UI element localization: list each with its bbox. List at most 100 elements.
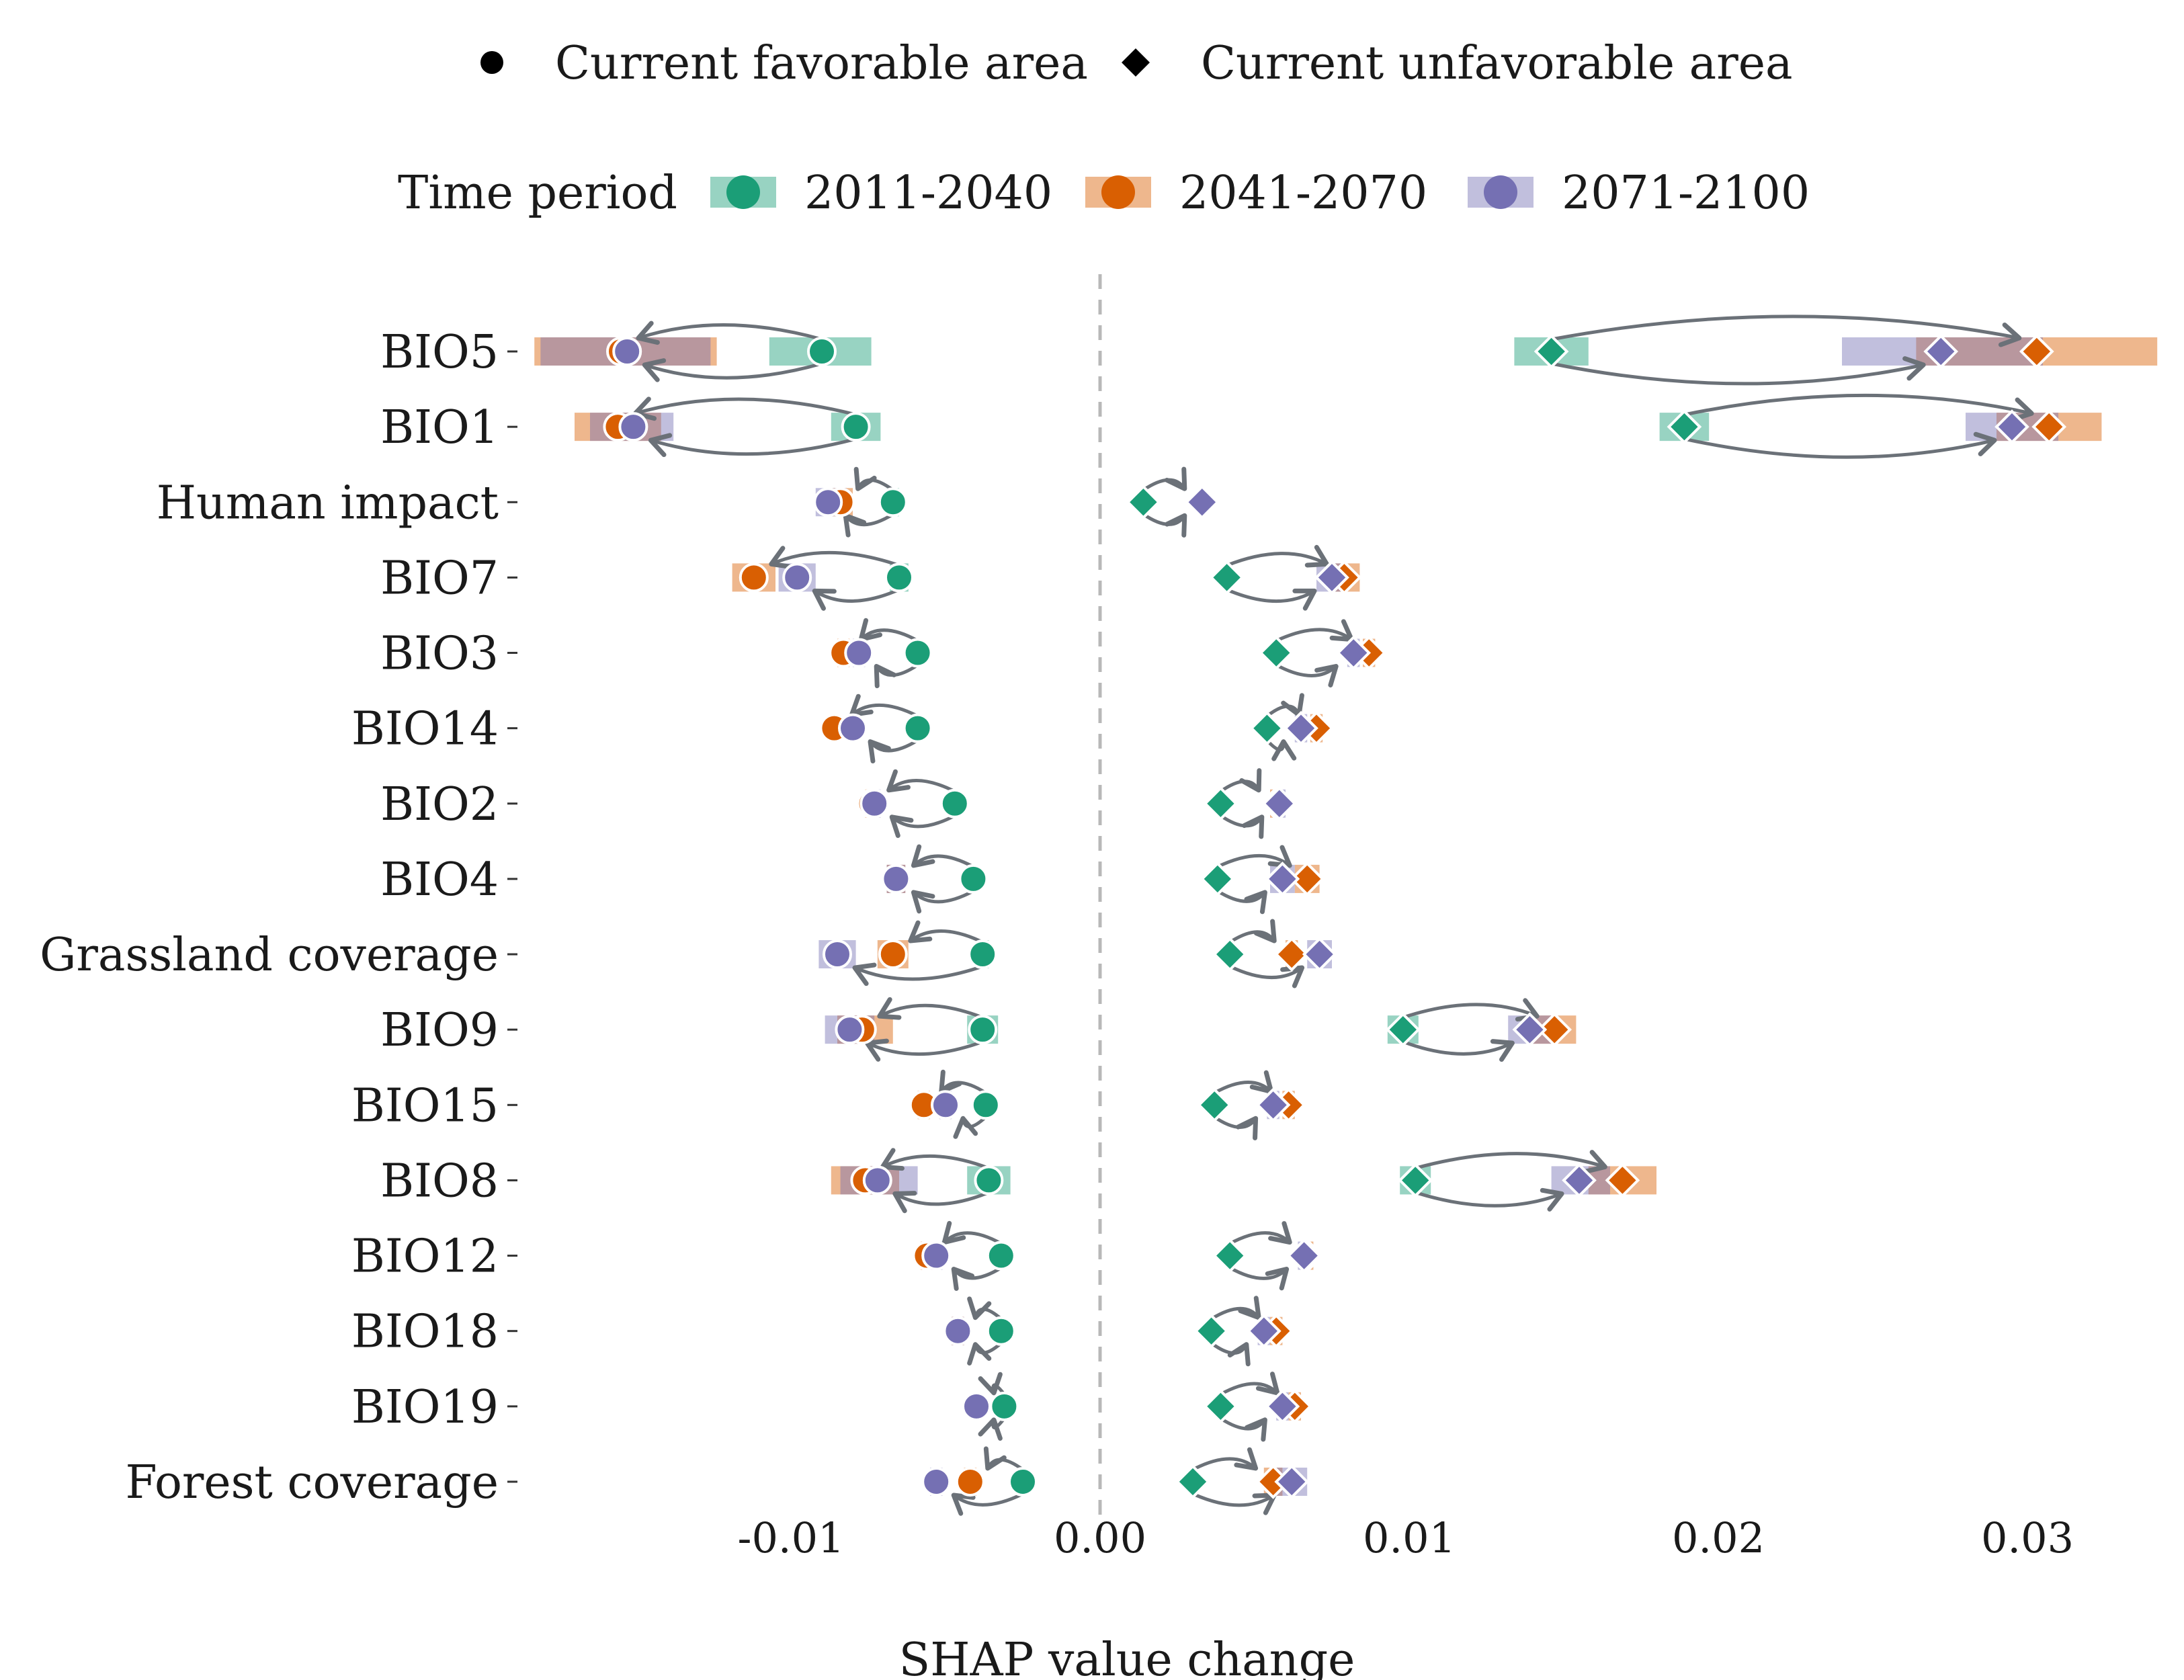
unfavorable-shift-arrow-2071-2100-bio4 [1216,889,1267,915]
legend-period-label-2011-2040: 2011-2040 [804,167,1052,220]
favorable-shift-arrow-2041-2070-bio18 [967,1296,1003,1321]
favorable-point-2011-2040-forest-coverage [1008,1466,1038,1497]
legend-favorable-label: Current favorable area [555,37,1088,90]
unfavorable-shift-arrow-2071-2100-grassland-coverage [1228,964,1305,989]
unfavorable-point-2071-2100-bio4 [1265,862,1300,896]
unfavorable-point-2011-2040-bio7 [1209,560,1245,595]
favorable-point-2011-2040-bio5 [807,337,837,366]
favorable-shift-arrow-2041-2070-bio14 [849,694,920,718]
unfavorable-point-2011-2040-bio4 [1200,862,1235,896]
favorable-point-2011-2040-grassland-coverage [968,939,998,970]
favorable-shift-arrow-2071-2100-bio7 [812,587,901,611]
legend-period-label-2071-2100: 2071-2100 [1562,167,1810,220]
diamond-icon [1122,48,1150,77]
favorable-shift-arrow-2041-2070-bio4 [911,844,975,869]
favorable-shift-arrow-2071-2100-bio3 [874,663,920,689]
unfavorable-shift-arrow-2041-2070-bio12 [1228,1221,1292,1246]
unfavorable-point-2041-2070-bio5 [2019,334,2054,369]
category-label-bio12: BIO12 [351,1230,499,1284]
unfavorable-shift-arrow-2041-2070-bio8 [1413,1150,1607,1174]
unfavorable-point-2041-2070-bio9 [1537,1012,1572,1047]
favorable-shift-arrow-2041-2070-bio15 [939,1069,988,1095]
favorable-shift-arrow-2071-2100-bio14 [868,739,920,764]
unfavorable-shift-arrow-2041-2070-bio19 [1218,1372,1280,1396]
favorable-point-2011-2040-bio15 [970,1090,1001,1120]
favorable-point-2071-2100-bio12 [921,1241,952,1271]
favorable-point-2071-2100-bio2 [859,788,890,818]
category-label-bio9: BIO9 [380,1004,499,1057]
category-label-bio14: BIO14 [351,703,499,756]
favorable-shift-arrow-2071-2100-bio4 [911,889,975,914]
unfavorable-point-2071-2100-bio3 [1336,635,1372,671]
unfavorable-shift-arrow-2071-2100-bio5 [1550,356,1926,386]
favorable-shift-arrow-2071-2100-bio19 [978,1417,1006,1441]
unfavorable-point-2011-2040-bio12 [1212,1238,1248,1273]
favorable-point-2071-2100-bio18 [943,1316,973,1346]
favorable-shift-arrow-2071-2100-bio8 [892,1190,991,1214]
favorable-point-2071-2100-bio8 [862,1165,892,1195]
category-label-bio8: BIO8 [380,1154,499,1208]
favorable-shift-arrow-2041-2070-forest-coverage [983,1446,1025,1472]
favorable-point-2071-2100-bio3 [844,638,874,668]
favorable-point-2011-2040-human-impact [878,487,908,517]
unfavorable-shift-arrow-2041-2070-bio3 [1274,619,1354,643]
favorable-point-2071-2100-bio1 [618,412,648,442]
favorable-shift-arrow-2071-2100-bio1 [648,433,858,458]
favorable-point-2041-2070-bio7 [739,562,769,593]
unfavorable-shift-arrow-2041-2070-bio4 [1216,845,1292,869]
legend-period-title: Time period [398,167,677,220]
favorable-point-2011-2040-bio18 [986,1316,1016,1346]
legend-period-row: Time period 2011-2040 2041-2070 2071-210… [398,167,1810,220]
unfavorable-point-2011-2040-bio19 [1203,1388,1238,1424]
legend-key-2041-2070-dot [1101,175,1135,209]
favorable-shift-arrow-2041-2070-bio19 [978,1372,1006,1396]
unfavorable-point-2071-2100-grassland-coverage [1302,937,1337,972]
unfavorable-shift-arrow-2041-2070-bio7 [1225,544,1329,568]
favorable-shift-arrow-2041-2070-bio1 [632,396,858,421]
category-label-bio19: BIO19 [351,1381,499,1434]
favorable-shift-arrow-2041-2070-bio5 [636,321,824,345]
favorable-point-2071-2100-human-impact [813,487,843,517]
unfavorable-point-2071-2100-bio7 [1314,560,1349,595]
legend-period-label-2041-2070: 2041-2070 [1179,167,1427,220]
x-tick-label: -0.01 [738,1513,845,1562]
unfavorable-point-2071-2100-human-impact [1184,485,1220,520]
favorable-point-2011-2040-bio12 [986,1241,1016,1271]
unfavorable-shift-arrow-2071-2100-bio7 [1225,587,1317,611]
favorable-point-2011-2040-bio4 [958,864,989,894]
unfavorable-shift-arrow-2041-2070-bio5 [1550,314,2022,347]
unfavorable-point-2071-2100-bio1 [1994,409,2029,444]
favorable-shift-arrow-2071-2100-bio2 [889,814,957,838]
favorable-shift-arrow-2071-2100-forest-coverage [951,1492,1025,1516]
unfavorable-point-2041-2070-bio8 [1605,1163,1640,1198]
x-axis-title: SHAP value change [899,1634,1355,1680]
favorable-shift-arrow-2041-2070-bio3 [858,618,920,643]
favorable-shift-arrow-2041-2070-bio8 [880,1148,991,1171]
unfavorable-point-2071-2100-bio9 [1512,1012,1548,1047]
unfavorable-point-2011-2040-bio15 [1197,1087,1232,1123]
unfavorable-shift-arrow-2041-2070-bio9 [1401,998,1540,1022]
category-label-forest-coverage: Forest coverage [126,1456,499,1509]
favorable-shift-arrow-2071-2100-bio15 [953,1115,988,1139]
unfavorable-shift-arrow-2071-2100-bio8 [1413,1187,1564,1212]
favorable-shift-arrow-2041-2070-grassland-coverage [908,920,984,944]
favorable-point-2071-2100-bio9 [835,1015,865,1045]
favorable-point-2041-2070-grassland-coverage [878,939,908,970]
favorable-point-2011-2040-bio3 [902,638,933,668]
unfavorable-point-2071-2100-bio8 [1562,1163,1597,1198]
category-label-bio7: BIO7 [380,552,499,605]
unfavorable-point-2071-2100-bio19 [1265,1388,1300,1424]
favorable-point-2071-2100-bio14 [838,713,868,743]
favorable-shift-arrow-2041-2070-human-impact [853,466,895,492]
unfavorable-shift-arrow-2041-2070-bio15 [1212,1070,1274,1095]
favorable-point-2041-2070-forest-coverage [955,1466,985,1497]
legend-unfavorable-label: Current unfavorable area [1201,37,1792,90]
favorable-shift-arrow-2071-2100-human-impact [843,512,895,538]
favorable-point-2071-2100-bio7 [782,562,812,593]
unfavorable-shift-arrow-2071-2100-bio19 [1218,1417,1267,1442]
unfavorable-point-2071-2100-forest-coverage [1274,1464,1310,1499]
favorable-point-2011-2040-bio7 [884,562,914,593]
x-tick-label: 0.00 [1054,1513,1146,1562]
unfavorable-shift-arrow-2071-2100-bio9 [1401,1039,1515,1062]
